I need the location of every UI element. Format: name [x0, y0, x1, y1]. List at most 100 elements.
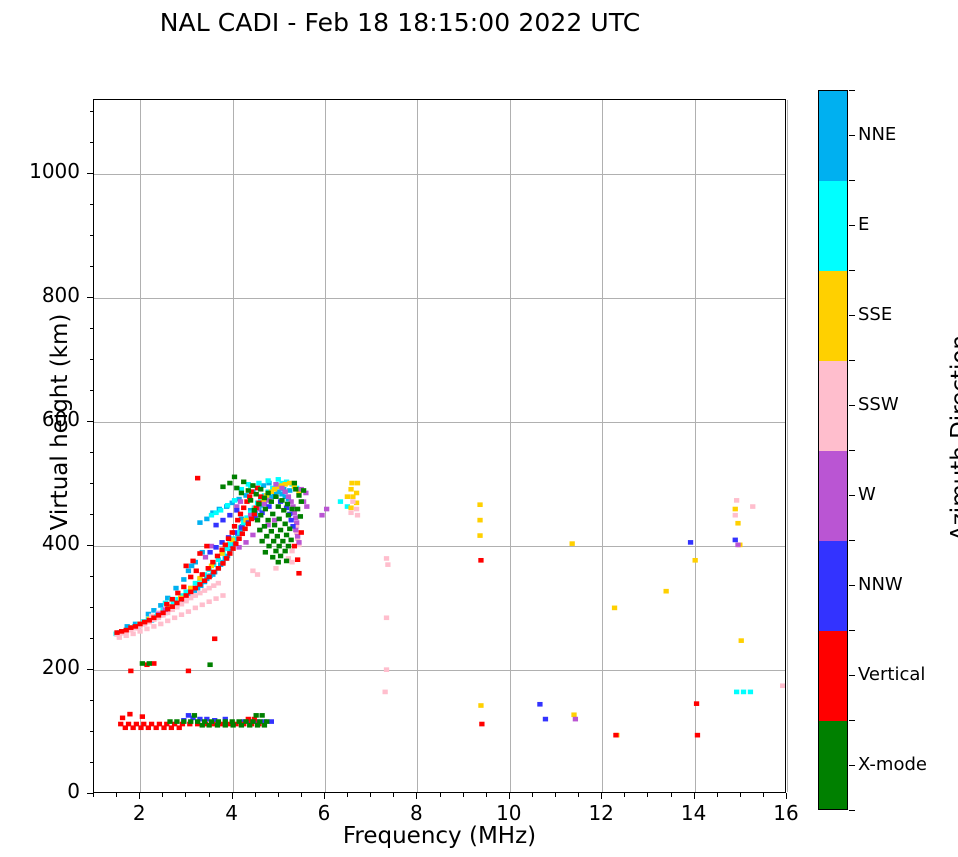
data-mark [337, 499, 344, 504]
y-tick [87, 669, 93, 671]
data-mark [294, 557, 301, 563]
x-tick-label: 10 [496, 801, 522, 825]
grid-line-horizontal [94, 298, 785, 300]
data-mark [257, 719, 263, 724]
x-tick [508, 793, 510, 799]
data-mark [139, 661, 146, 666]
data-mark [239, 531, 245, 537]
data-mark [227, 512, 233, 518]
data-mark [224, 502, 231, 508]
y-tick [89, 390, 93, 392]
data-mark [206, 585, 212, 591]
colorbar-label-e: E [858, 214, 870, 235]
data-mark [128, 627, 134, 633]
x-tick [185, 793, 187, 797]
data-mark [192, 580, 198, 586]
data-mark [733, 689, 740, 695]
data-mark [251, 716, 257, 722]
data-mark [236, 496, 242, 502]
data-mark [273, 548, 279, 554]
data-mark [735, 542, 741, 548]
data-mark [224, 546, 230, 551]
data-mark [261, 501, 268, 507]
data-mark [285, 494, 292, 499]
colorbar-label-sse: SSE [858, 304, 893, 325]
data-mark [137, 629, 143, 634]
x-tick [462, 793, 464, 797]
data-mark [164, 601, 170, 607]
data-mark [188, 595, 194, 601]
colorbar-label-vertical: Vertical [858, 664, 926, 685]
data-mark [218, 721, 224, 727]
data-mark [732, 537, 738, 543]
data-mark [130, 631, 136, 637]
data-mark [383, 556, 390, 561]
data-mark [282, 481, 288, 487]
data-mark [201, 588, 208, 593]
y-tick [89, 142, 93, 144]
data-mark [222, 722, 228, 728]
data-mark [276, 516, 282, 522]
data-mark [234, 485, 240, 491]
x-tick [762, 793, 764, 797]
data-mark [271, 538, 277, 544]
data-mark [192, 585, 198, 591]
data-mark [222, 716, 228, 722]
data-mark [202, 554, 209, 560]
colorbar-boundary-tick [849, 540, 855, 541]
azimuth-colorbar [818, 90, 848, 810]
colorbar-tick [849, 765, 855, 766]
data-mark [288, 499, 294, 504]
data-mark [235, 517, 241, 523]
x-tick [324, 793, 325, 799]
data-mark [262, 506, 269, 512]
data-mark [300, 488, 307, 493]
data-mark [215, 580, 222, 586]
y-tick [87, 421, 93, 423]
data-mark [231, 498, 238, 503]
x-tick [555, 793, 556, 797]
colorbar-label-nne: NNE [858, 124, 897, 145]
data-mark [145, 725, 152, 731]
data-mark [194, 719, 201, 724]
data-mark [260, 498, 267, 503]
data-mark [225, 721, 232, 727]
data-mark [213, 545, 219, 550]
data-mark [153, 725, 159, 731]
data-mark [199, 722, 205, 728]
data-mark [220, 484, 226, 490]
data-mark [193, 568, 199, 574]
data-mark [197, 590, 203, 596]
data-mark [185, 568, 192, 574]
data-mark [271, 486, 278, 492]
data-mark [188, 574, 194, 580]
data-mark [477, 517, 483, 523]
data-mark [247, 722, 253, 728]
data-mark [732, 512, 738, 518]
data-mark [248, 516, 255, 522]
data-mark [288, 537, 294, 543]
data-mark [171, 615, 178, 621]
data-mark [174, 604, 180, 610]
data-mark [298, 499, 304, 504]
data-mark [245, 488, 251, 493]
data-mark [202, 721, 209, 727]
data-mark [296, 489, 302, 495]
data-mark [244, 515, 250, 520]
data-mark [118, 721, 124, 727]
data-mark [176, 725, 182, 731]
data-mark [138, 725, 144, 731]
data-mark [151, 608, 157, 613]
data-mark [694, 732, 701, 738]
data-mark [733, 498, 740, 503]
data-mark [245, 481, 251, 487]
data-mark [233, 721, 239, 727]
data-mark [206, 722, 212, 728]
data-mark [189, 563, 195, 569]
data-mark [283, 532, 290, 538]
y-tick [89, 452, 93, 454]
x-tick [208, 793, 210, 797]
data-mark [241, 505, 247, 511]
data-mark [241, 479, 247, 485]
grid-line-vertical [602, 100, 604, 792]
